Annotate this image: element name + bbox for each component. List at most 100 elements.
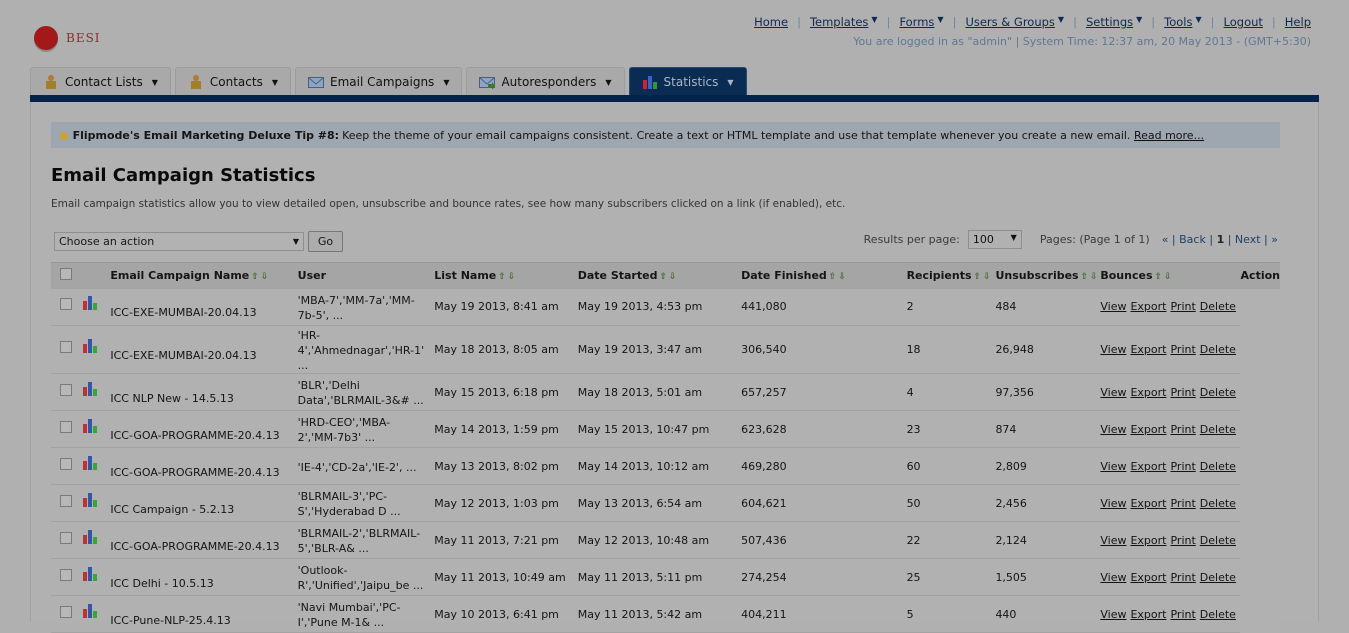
export-link[interactable]: Export [1130, 607, 1167, 621]
nav-link-help[interactable]: Help [1285, 15, 1311, 29]
bar-chart-icon[interactable] [82, 529, 97, 544]
print-link[interactable]: Print [1170, 343, 1196, 356]
nav-link-users-groups[interactable]: Users & Groups [965, 15, 1054, 29]
bar-chart-icon[interactable] [82, 455, 97, 470]
next-link[interactable]: Next [1234, 233, 1261, 246]
sort-ascending-icon[interactable]: ⇧ [659, 272, 667, 283]
column-header-date-started[interactable]: Date Started ⇧ ⇩ [577, 262, 742, 289]
row-checkbox[interactable] [60, 341, 72, 353]
back-link[interactable]: Back [1179, 233, 1206, 246]
column-header-recipients[interactable]: Recipients ⇧ ⇩ [906, 262, 996, 289]
bar-chart-icon[interactable] [82, 603, 97, 618]
last-page-link[interactable]: » [1271, 233, 1278, 246]
print-link[interactable]: Print [1170, 422, 1196, 436]
column-header-unsubscribes[interactable]: Unsubscribes ⇧ ⇩ [995, 262, 1101, 289]
export-link[interactable]: Export [1130, 385, 1167, 399]
print-link[interactable]: Print [1170, 607, 1196, 621]
sort-descending-icon[interactable]: ⇩ [260, 272, 269, 283]
view-link[interactable]: View [1100, 385, 1127, 399]
print-link[interactable]: Print [1170, 570, 1196, 584]
nav-link-tools[interactable]: Tools [1164, 15, 1192, 29]
export-link[interactable]: Export [1130, 300, 1167, 314]
column-header-label: Date Finished [741, 269, 827, 283]
row-actions: View Export Print Delete [1100, 410, 1240, 448]
delete-link[interactable]: Delete [1199, 459, 1236, 473]
bar-chart-icon[interactable] [82, 418, 97, 433]
row-checkbox[interactable] [60, 383, 72, 396]
export-link[interactable]: Export [1130, 459, 1167, 473]
view-link[interactable]: View [1100, 300, 1127, 314]
tab-contact-lists[interactable]: Contact Lists ▼ [30, 67, 171, 96]
bar-chart-icon[interactable] [82, 296, 97, 311]
row-checkbox[interactable] [60, 568, 72, 581]
sort-ascending-icon[interactable]: ⇧ [498, 272, 506, 283]
print-link[interactable]: Print [1170, 459, 1196, 473]
print-link[interactable]: Print [1170, 385, 1196, 399]
sort-ascending-icon[interactable]: ⇧ [828, 272, 837, 283]
delete-link[interactable]: Delete [1199, 343, 1236, 356]
results-per-page-select[interactable]: 100 ▼ [967, 230, 1022, 249]
read-more-link[interactable]: Read more... [1133, 128, 1205, 142]
delete-link[interactable]: Delete [1199, 496, 1236, 510]
action-select[interactable]: Choose an action ▼ [54, 232, 304, 251]
tab-contacts[interactable]: Contacts ▼ [174, 67, 291, 96]
print-link[interactable]: Print [1170, 496, 1196, 510]
export-link[interactable]: Export [1130, 422, 1167, 436]
column-header-bounces[interactable]: Bounces ⇧ ⇩ [1100, 262, 1240, 289]
sort-descending-icon[interactable]: ⇩ [838, 272, 846, 283]
go-button[interactable]: Go [308, 231, 343, 252]
export-link[interactable]: Export [1130, 496, 1167, 510]
row-checkbox[interactable] [60, 457, 72, 470]
tab-email-campaigns[interactable]: Email Campaigns ▼ [295, 67, 463, 96]
print-link[interactable]: Print [1170, 533, 1196, 547]
view-link[interactable]: View [1100, 607, 1127, 621]
sort-ascending-icon[interactable]: ⇧ [1154, 272, 1163, 283]
bar-chart-icon[interactable] [82, 566, 97, 581]
select-all-checkbox[interactable] [60, 268, 72, 281]
export-link[interactable]: Export [1130, 533, 1167, 547]
view-link[interactable]: View [1100, 570, 1127, 584]
delete-link[interactable]: Delete [1199, 385, 1236, 399]
tab-autoresponders[interactable]: Autoresponders ▼ [466, 67, 625, 96]
sort-descending-icon[interactable]: ⇩ [1090, 272, 1098, 283]
view-link[interactable]: View [1100, 343, 1127, 356]
delete-link[interactable]: Delete [1199, 533, 1236, 547]
delete-link[interactable]: Delete [1199, 570, 1236, 584]
export-link[interactable]: Export [1130, 343, 1167, 356]
column-header-list-name[interactable]: List Name ⇧ ⇩ [434, 262, 578, 289]
row-checkbox[interactable] [60, 494, 72, 507]
nav-link-forms[interactable]: Forms [899, 15, 934, 29]
delete-link[interactable]: Delete [1199, 422, 1236, 436]
view-link[interactable]: View [1100, 422, 1127, 436]
row-checkbox[interactable] [60, 298, 72, 311]
nav-link-logout[interactable]: Logout [1224, 15, 1263, 29]
view-link[interactable]: View [1100, 533, 1127, 547]
user-cell: 'IE-4','CD-2a','IE-2', ... [297, 447, 435, 485]
nav-link-settings[interactable]: Settings [1086, 15, 1133, 29]
sort-ascending-icon[interactable]: ⇧ [973, 272, 982, 283]
bar-chart-icon[interactable] [82, 492, 97, 507]
first-page-link[interactable]: « [1161, 233, 1169, 246]
export-link[interactable]: Export [1130, 570, 1167, 584]
delete-link[interactable]: Delete [1199, 607, 1236, 621]
tab-statistics[interactable]: Statistics ▼ [628, 67, 747, 96]
sort-descending-icon[interactable]: ⇩ [983, 272, 991, 283]
nav-link-home[interactable]: Home [754, 15, 788, 29]
view-link[interactable]: View [1100, 496, 1127, 510]
row-checkbox[interactable] [60, 531, 72, 544]
sort-descending-icon[interactable]: ⇩ [669, 272, 677, 283]
column-header-date-finished[interactable]: Date Finished ⇧ ⇩ [741, 262, 907, 289]
bar-chart-icon[interactable] [82, 339, 97, 353]
sort-descending-icon[interactable]: ⇩ [507, 272, 516, 283]
sort-ascending-icon[interactable]: ⇧ [1080, 272, 1089, 283]
print-link[interactable]: Print [1170, 300, 1196, 314]
bar-chart-icon[interactable] [82, 381, 97, 396]
sort-descending-icon[interactable]: ⇩ [1164, 272, 1172, 283]
delete-link[interactable]: Delete [1199, 300, 1236, 314]
logo[interactable]: BESI [34, 26, 101, 50]
nav-link-templates[interactable]: Templates [810, 15, 868, 29]
view-link[interactable]: View [1100, 459, 1127, 473]
column-header-email-campaign-name[interactable]: Email Campaign Name ⇧ ⇩ [110, 262, 298, 289]
sort-ascending-icon[interactable]: ⇧ [251, 272, 259, 283]
row-checkbox[interactable] [60, 420, 72, 433]
